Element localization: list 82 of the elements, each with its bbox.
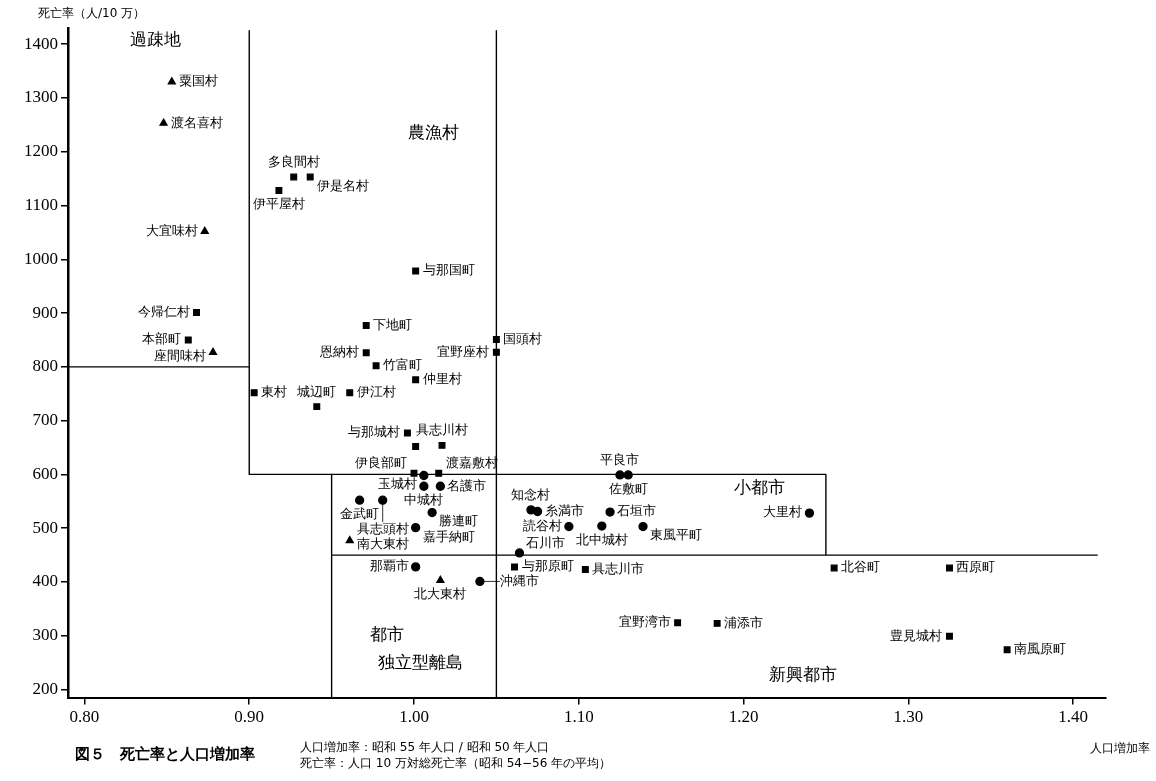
- annotation: 嘉手納町: [422, 528, 475, 544]
- annotation: 都市: [369, 623, 404, 644]
- x-tick-label: 1.30: [893, 707, 924, 727]
- annotation: 伊良部町: [355, 455, 407, 471]
- annotation: 具志頭村: [356, 521, 409, 537]
- y-tick-label: 1200: [24, 141, 58, 161]
- annotation: 金武町: [340, 506, 380, 522]
- annotation: 中城村: [404, 492, 444, 508]
- annotation: 宜野座村: [437, 343, 490, 359]
- annotation: 浦添市: [724, 614, 764, 630]
- annotation: 農漁村: [407, 122, 459, 143]
- text: 死亡率：人口 10 万対総死亡率（昭和 54−56 年の平均）: [300, 756, 612, 771]
- annotation: 独立型離島: [378, 651, 464, 672]
- y-tick-label: 1000: [24, 248, 58, 268]
- annotation: 石垣市: [617, 503, 657, 519]
- annotation: 与那原町: [521, 558, 574, 574]
- annotation: 大宜味村: [145, 222, 198, 238]
- annotation: 本部町: [142, 331, 182, 347]
- y-tick-label: 800: [32, 356, 58, 376]
- x-tick-label: 0.90: [234, 707, 265, 727]
- annotation: 下地町: [373, 316, 413, 332]
- annotation: 与那城村: [348, 424, 401, 440]
- y-tick-label: 600: [32, 463, 58, 483]
- annotation: 今帰仁村: [137, 303, 190, 319]
- annotation: 那覇市: [369, 558, 409, 574]
- x-tick-label: 1.40: [1058, 707, 1088, 727]
- annotation: 東風平町: [650, 527, 703, 543]
- y-tick-label: 1100: [24, 194, 58, 214]
- y-tick-label: 200: [32, 679, 58, 698]
- annotation: 南大東村: [356, 536, 409, 552]
- y-tick-label: 1400: [24, 33, 58, 53]
- annotation: 玉城村: [377, 476, 417, 492]
- annotation: 宜野湾市: [618, 614, 671, 630]
- annotation: 小都市: [733, 477, 785, 498]
- annotation: 伊平屋村: [252, 196, 305, 212]
- x-tick-label: 1.20: [728, 707, 759, 727]
- y-tick-label: 300: [32, 625, 58, 645]
- annotation: 名護市: [447, 477, 487, 493]
- y-tick-label: 900: [32, 302, 58, 322]
- annotation: 大里村: [763, 504, 803, 520]
- y-tick-label: 700: [32, 410, 58, 430]
- annotation: 新興都市: [768, 663, 837, 684]
- annotation: 多良間村: [267, 153, 320, 169]
- annotation: 与那国町: [422, 262, 475, 278]
- annotation: 石川市: [526, 534, 566, 550]
- annotation: 具志川市: [592, 560, 645, 576]
- annotation: 北谷町: [841, 559, 881, 575]
- y-tick-label: 1300: [24, 87, 58, 107]
- x-tick-label: 1.10: [563, 707, 594, 727]
- annotation: 粟国村: [178, 73, 218, 89]
- annotation: 平良市: [600, 451, 640, 467]
- annotation: 伊江村: [356, 384, 396, 400]
- annotation: 城辺町: [296, 383, 337, 399]
- annotation: 伊是名村: [317, 177, 370, 193]
- annotation: 渡名喜村: [170, 114, 223, 130]
- annotation: 東村: [261, 384, 288, 400]
- annotation: 読谷村: [522, 517, 562, 533]
- annotation: 竹富町: [383, 357, 423, 373]
- x-tick-label: 0.80: [69, 707, 100, 727]
- text: 人口増加率：昭和 55 年人口 / 昭和 50 年人口: [300, 740, 550, 755]
- annotation: 座間味村: [153, 348, 206, 364]
- annotation: 沖縄市: [499, 572, 539, 588]
- annotation: 西原町: [956, 559, 996, 575]
- annotation: 勝連町: [439, 513, 479, 529]
- annotation: 佐敷町: [608, 480, 648, 496]
- annotation: 南風原町: [1014, 641, 1067, 657]
- annotation: 豊見城村: [890, 627, 943, 643]
- x-axis-title: 人口増加率: [1090, 740, 1150, 755]
- y-tick-label: 500: [32, 517, 58, 537]
- annotation: 糸満市: [544, 502, 584, 518]
- annotation: 具志川村: [416, 422, 469, 438]
- text: 図５ 死亡率と人口増加率: [75, 744, 255, 763]
- y-tick-label: 400: [32, 571, 58, 591]
- annotation: 北中城村: [575, 531, 628, 547]
- annotation: 恩納村: [319, 344, 360, 360]
- annotation: 知念村: [511, 486, 551, 502]
- annotation: 国頭村: [503, 330, 543, 346]
- annotation: 過疎地: [129, 29, 181, 50]
- annotation: 仲里村: [422, 371, 462, 387]
- annotation: 北大東村: [414, 586, 467, 602]
- x-tick-label: 1.00: [399, 707, 429, 727]
- y-axis-title: 死亡率（人/10 万）: [38, 6, 146, 21]
